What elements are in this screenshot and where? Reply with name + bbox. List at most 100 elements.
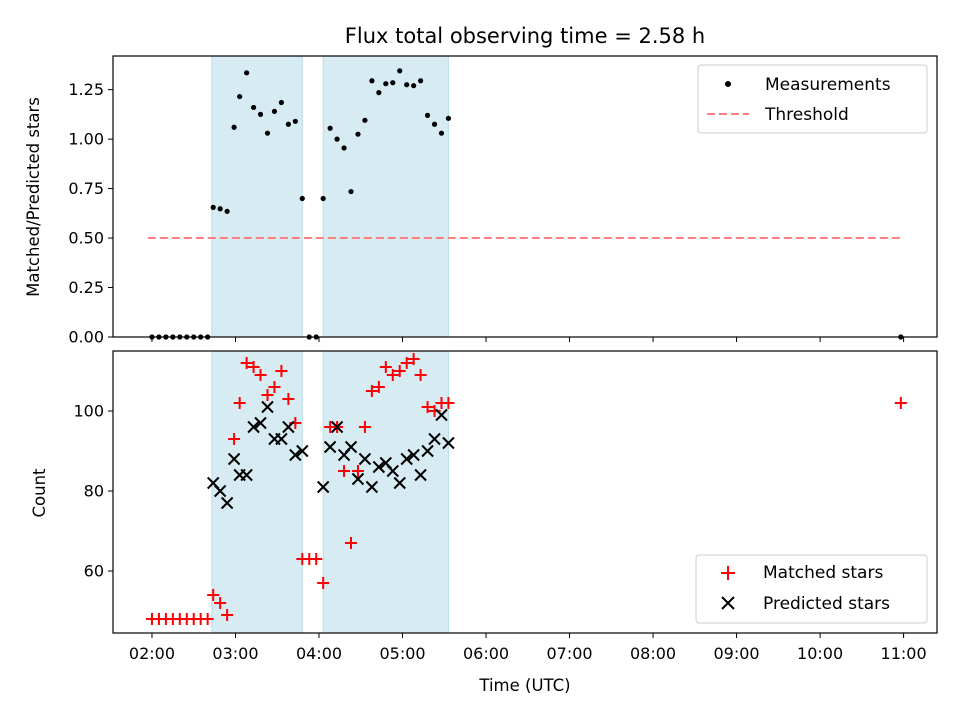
bottom-predicted-star-marker xyxy=(358,452,372,466)
bottom-predicted-star-marker xyxy=(393,476,406,490)
bottom-matched-star-marker xyxy=(894,397,907,409)
bottom-predicted-star-marker xyxy=(428,432,441,446)
bottom-predicted-star-marker xyxy=(254,416,267,430)
bottom-panel: 60 80 100 02:00 03:00 04:00 05:00 06:00 07:00 08:… xyxy=(73,350,938,663)
top-y-tick-label: 0.25 xyxy=(68,278,104,297)
top-y-tick-label: 0.00 xyxy=(68,328,104,347)
bottom-matched-star-marker xyxy=(358,421,371,433)
bottom-predicted-star-marker xyxy=(372,460,386,474)
top-measurement-point xyxy=(390,80,396,86)
bottom-x-tick-label: 02:00 xyxy=(129,644,175,663)
top-measurement-point xyxy=(418,78,424,84)
bottom-x-tick-label: 03:00 xyxy=(212,644,258,663)
legend-bottom: Matched stars Predicted stars xyxy=(695,554,928,624)
bottom-predicted-star-marker xyxy=(316,480,330,494)
bottom-matched-star-marker xyxy=(310,553,323,565)
top-measurement-point xyxy=(237,93,243,100)
bottom-x-tick-label: 04:00 xyxy=(296,644,342,663)
top-y-tick-label: 0.50 xyxy=(68,229,104,248)
legend-matched-marker xyxy=(721,566,735,580)
top-measurement-point xyxy=(445,115,452,121)
bottom-x-tick-label: 05:00 xyxy=(379,644,425,663)
bottom-matched-star-marker xyxy=(372,381,385,393)
bottom-predicted-star-marker xyxy=(240,468,253,482)
top-measurement-point xyxy=(244,70,250,76)
bottom-predicted-star-marker xyxy=(435,408,448,422)
top-measurement-point xyxy=(231,124,237,130)
top-measurement-point xyxy=(341,145,347,151)
top-measurement-point xyxy=(376,90,382,96)
top-measurement-point xyxy=(299,195,305,202)
top-measurement-point xyxy=(411,83,417,89)
bottom-predicted-star-marker xyxy=(365,480,379,494)
bottom-predicted-star-marker xyxy=(407,448,420,462)
bottom-predicted-star-marker xyxy=(414,468,427,482)
top-measurement-point xyxy=(320,195,326,202)
top-y-tick-label: 1.00 xyxy=(68,130,104,149)
bottom-predicted-star-marker xyxy=(213,484,227,498)
bottom-matched-star-marker xyxy=(282,393,295,405)
bottom-predicted-star-marker xyxy=(421,444,434,458)
bottom-matched-star-marker xyxy=(201,613,214,625)
top-measurement-point xyxy=(362,117,368,123)
bottom-matched-star-marker xyxy=(414,369,427,381)
bottom-predicted-star-marker xyxy=(442,436,455,450)
legend-matched-label: Matched stars xyxy=(763,563,883,583)
bottom-predicted-star-marker xyxy=(289,448,302,462)
top-panel: 0.00 0.25 0.50 0.75 1.00 1.25 xyxy=(68,55,938,347)
legend-top-frame xyxy=(697,64,928,134)
top-measurement-point xyxy=(278,99,285,106)
legend-measurements-label: Measurements xyxy=(765,75,891,95)
bottom-y-tick-label: 60 xyxy=(84,562,104,581)
x-axis-label: Time (UTC) xyxy=(478,676,570,695)
bottom-y-tick-label: 80 xyxy=(84,482,104,501)
bottom-axes-frame xyxy=(112,350,938,634)
bottom-matched-star-marker xyxy=(254,369,267,381)
legend-threshold-label: Threshold xyxy=(764,105,849,125)
bottom-matched-star-marker xyxy=(393,365,406,377)
top-measurement-point xyxy=(257,111,264,117)
bottom-predicted-star-marker xyxy=(400,452,413,466)
top-measurement-point xyxy=(369,78,375,84)
bottom-matched-star-marker xyxy=(247,361,260,373)
bottom-predicted-star-marker xyxy=(344,440,358,454)
top-measurement-point xyxy=(424,112,431,118)
top-measurement-point xyxy=(327,125,333,131)
bottom-matched-star-marker xyxy=(400,357,413,369)
bottom-predicted-star-marker xyxy=(261,400,274,414)
top-y-tick-label: 1.25 xyxy=(68,80,104,99)
bottom-matched-star-marker xyxy=(275,365,288,377)
bottom-predicted-star-marker xyxy=(282,420,295,434)
top-axes-frame xyxy=(112,55,938,338)
bottom-predicted-star-marker xyxy=(296,444,309,458)
bottom-matched-star-marker xyxy=(261,389,274,401)
bottom-matched-star-marker xyxy=(240,357,253,369)
bottom-observing-window xyxy=(322,350,449,634)
top-measurement-point xyxy=(292,118,298,124)
top-measurement-point xyxy=(383,81,389,87)
top-measurement-point xyxy=(431,121,438,127)
bottom-x-tick-label: 09:00 xyxy=(714,644,760,663)
legend-top: Measurements Threshold xyxy=(697,64,928,134)
top-measurement-point xyxy=(250,104,257,111)
legend-bottom-frame xyxy=(695,554,928,624)
top-measurement-point xyxy=(271,108,278,115)
bottom-predicted-star-marker xyxy=(351,472,365,486)
top-measurement-point xyxy=(348,188,354,195)
bottom-x-tick-label: 07:00 xyxy=(546,644,592,663)
bottom-matched-star-marker xyxy=(421,401,434,413)
bottom-matched-star-marker xyxy=(338,465,351,477)
top-measurement-point xyxy=(404,82,410,88)
top-measurement-point xyxy=(224,208,230,214)
legend-predicted-label: Predicted stars xyxy=(763,594,890,614)
bottom-matched-star-marker xyxy=(365,385,378,397)
bottom-predicted-star-marker xyxy=(275,432,288,446)
top-measurement-point xyxy=(264,130,271,136)
bottom-matched-star-marker xyxy=(214,597,227,609)
bottom-matched-star-marker xyxy=(351,465,364,477)
chart-title: Flux total observing time = 2.58 h xyxy=(345,24,705,48)
bottom-matched-star-marker xyxy=(233,397,246,409)
bottom-x-tick-label: 08:00 xyxy=(630,644,676,663)
legend-predicted-marker xyxy=(721,596,735,610)
